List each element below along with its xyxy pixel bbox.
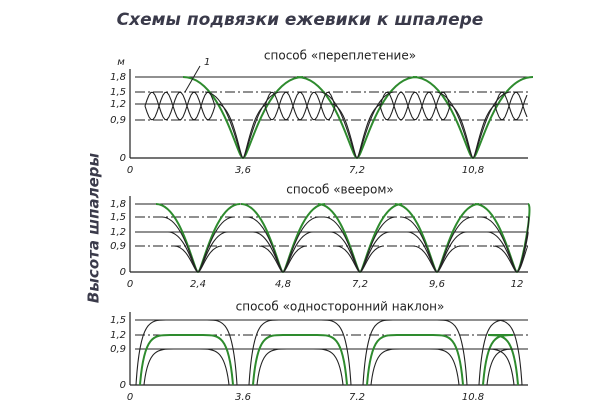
y-tick-label: 1,8	[110, 72, 126, 83]
y-unit: м	[117, 57, 125, 68]
callout: 1	[204, 57, 210, 68]
x-tick-label: 0	[127, 392, 133, 400]
shoot	[362, 319, 468, 386]
shoot-green	[252, 334, 348, 386]
shoot	[478, 319, 523, 386]
shoot	[264, 91, 336, 121]
panel-title: способ «веером»	[286, 183, 393, 197]
shoot	[264, 91, 336, 121]
y-tick-label: 1,5	[110, 315, 126, 326]
panel-title: способ «односторонний наклон»	[236, 300, 445, 314]
x-tick-label: 7,2	[352, 279, 368, 290]
y-tick-label: 1,2	[110, 99, 126, 110]
y-tick-label: 1,2	[110, 330, 126, 341]
x-tick-label: 9,6	[429, 279, 445, 290]
y-tick-label: 0,9	[110, 115, 126, 126]
y-tick-label: 1,5	[110, 212, 126, 223]
x-tick-label: 12	[511, 279, 524, 290]
shoot	[248, 319, 352, 386]
shoot	[216, 103, 270, 159]
shoot	[135, 319, 238, 386]
shoot	[379, 91, 451, 121]
title: Схемы подвязки ежевики к шпалере	[117, 10, 484, 30]
shoot-green	[482, 334, 519, 386]
panel-title: способ «переплетение»	[264, 49, 416, 63]
y-tick-label: 1,5	[110, 87, 126, 98]
shoot	[370, 348, 460, 386]
shoot-green	[366, 334, 464, 386]
x-tick-label: 10,8	[462, 392, 484, 400]
x-tick-label: 10,8	[462, 165, 484, 176]
x-tick-label: 4,8	[275, 279, 291, 290]
shoot	[173, 245, 223, 273]
shoot	[330, 103, 384, 159]
shoot	[483, 348, 518, 386]
shoot-green	[139, 334, 234, 386]
y-tick-label: 0	[120, 267, 126, 278]
shoot	[144, 91, 216, 121]
callout-line	[184, 65, 201, 93]
shoot	[258, 245, 308, 273]
x-tick-label: 0	[127, 165, 133, 176]
x-tick-label: 2,4	[190, 279, 206, 290]
shoot	[379, 91, 451, 121]
x-tick-label: 0	[127, 279, 133, 290]
x-tick-label: 7,2	[349, 165, 365, 176]
shoot	[494, 91, 528, 121]
x-tick-label: 7,2	[349, 392, 365, 400]
y-tick-label: 0,9	[110, 241, 126, 252]
x-tick-label: 3,6	[235, 392, 251, 400]
shoot	[446, 103, 500, 159]
shoot	[494, 91, 528, 121]
x-tick-label: 3,6	[235, 165, 251, 176]
y-tick-label: 0,9	[110, 344, 126, 355]
shoot	[143, 348, 230, 386]
shoot	[144, 91, 216, 121]
shoot	[335, 245, 385, 273]
y-tick-label: 1,8	[110, 199, 126, 210]
y-tick-label: 1,2	[110, 227, 126, 238]
y-tick-label: 0	[120, 380, 126, 391]
shoot	[412, 245, 462, 273]
y-axis-label: Высота шпалеры	[85, 153, 103, 304]
shoot	[492, 245, 529, 273]
y-tick-label: 0	[120, 153, 126, 164]
shoot	[256, 348, 344, 386]
